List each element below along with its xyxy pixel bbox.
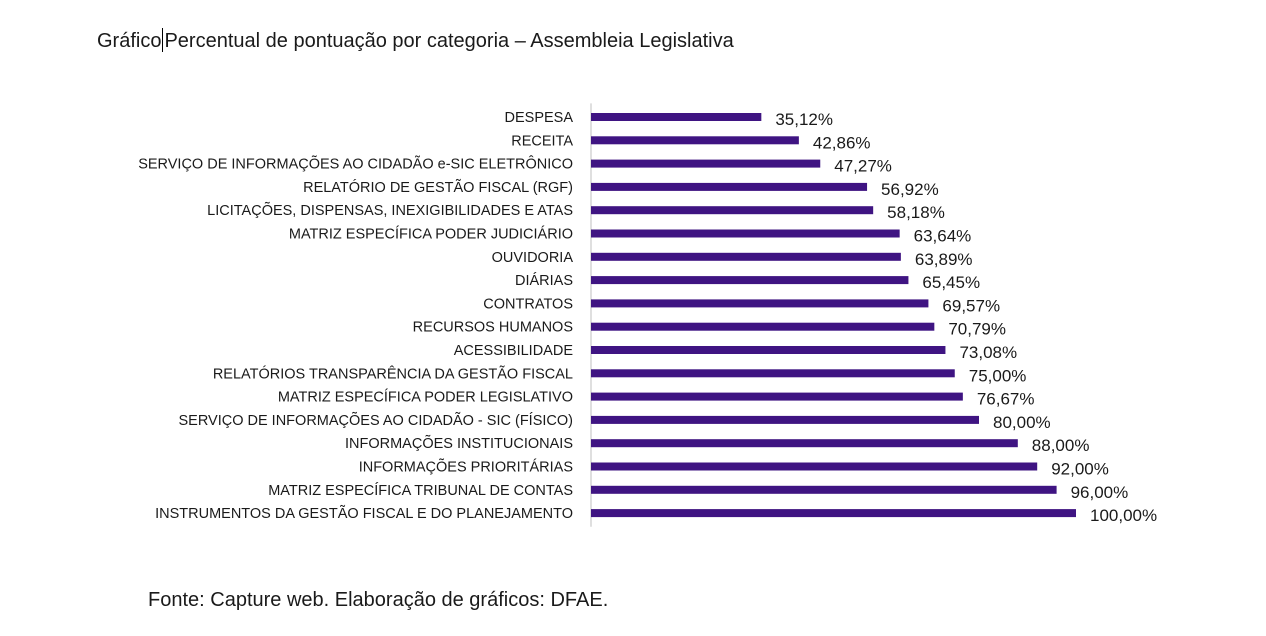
category-label: MATRIZ ESPECÍFICA PODER LEGISLATIVO bbox=[278, 389, 573, 406]
bar bbox=[591, 113, 762, 121]
data-label: 42,86% bbox=[813, 133, 871, 152]
data-label: 96,00% bbox=[1071, 483, 1129, 502]
bar bbox=[591, 299, 929, 308]
data-label: 92,00% bbox=[1051, 460, 1109, 479]
bar bbox=[591, 369, 955, 378]
data-label: 100,00% bbox=[1090, 506, 1157, 525]
bar bbox=[591, 415, 979, 424]
category-label: RELATÓRIOS TRANSPARÊNCIA DA GESTÃO FISCA… bbox=[213, 365, 573, 382]
category-label: DIÁRIAS bbox=[515, 272, 573, 289]
bar bbox=[591, 322, 935, 331]
bar bbox=[591, 182, 868, 191]
category-label: INFORMAÇÕES PRIORITÁRIAS bbox=[359, 459, 573, 476]
category-label: MATRIZ ESPECÍFICA TRIBUNAL DE CONTAS bbox=[268, 482, 573, 499]
category-label: LICITAÇÕES, DISPENSAS, INEXIGIBILIDADES … bbox=[207, 202, 573, 219]
data-label: 63,64% bbox=[914, 227, 972, 246]
data-label: 75,00% bbox=[969, 366, 1027, 385]
data-label: 47,27% bbox=[834, 157, 892, 176]
category-label: RECURSOS HUMANOS bbox=[413, 320, 573, 336]
data-label: 80,00% bbox=[993, 413, 1051, 432]
data-label: 63,89% bbox=[915, 250, 973, 269]
data-label: 76,67% bbox=[977, 390, 1035, 409]
text-cursor bbox=[162, 28, 164, 52]
chart-title-prefix: Gráfico bbox=[97, 30, 162, 52]
data-label: 69,57% bbox=[942, 296, 1000, 315]
bar bbox=[591, 136, 799, 145]
bar bbox=[591, 462, 1038, 471]
chart-title-text: Percentual de pontuação por categoria – … bbox=[164, 30, 734, 52]
source-note: Fonte: Capture web. Elaboração de gráfic… bbox=[148, 589, 609, 611]
category-label: ACESSIBILIDADE bbox=[454, 343, 574, 359]
data-label: 58,18% bbox=[887, 203, 945, 222]
bar bbox=[591, 252, 901, 261]
data-label: 35,12% bbox=[775, 110, 833, 129]
data-label: 73,08% bbox=[959, 343, 1017, 362]
bar bbox=[591, 229, 900, 238]
bar bbox=[591, 509, 1076, 518]
bar bbox=[591, 159, 821, 168]
category-label: SERVIÇO DE INFORMAÇÕES AO CIDADÃO - SIC … bbox=[178, 412, 573, 429]
category-label: DESPESA bbox=[505, 110, 574, 126]
data-label: 70,79% bbox=[948, 320, 1006, 339]
bar bbox=[591, 392, 963, 401]
category-label: CONTRATOS bbox=[483, 296, 573, 312]
data-label: 56,92% bbox=[881, 180, 939, 199]
bar bbox=[591, 346, 946, 354]
data-label: 88,00% bbox=[1032, 436, 1090, 455]
bar bbox=[591, 439, 1018, 448]
bar bbox=[591, 485, 1057, 494]
category-label: OUVIDORIA bbox=[492, 250, 574, 266]
category-label: INSTRUMENTOS DA GESTÃO FISCAL E DO PLANE… bbox=[155, 505, 573, 522]
category-label: RECEITA bbox=[511, 133, 573, 149]
category-label: SERVIÇO DE INFORMAÇÕES AO CIDADÃO e-SIC … bbox=[138, 156, 573, 173]
category-label: INFORMAÇÕES INSTITUCIONAIS bbox=[345, 435, 573, 452]
data-label: 65,45% bbox=[922, 273, 980, 292]
bar bbox=[591, 206, 874, 215]
bar bbox=[591, 276, 909, 285]
category-label: RELATÓRIO DE GESTÃO FISCAL (RGF) bbox=[303, 179, 573, 196]
chart-title: Gráfico Percentual de pontuação por categ… bbox=[97, 28, 734, 53]
category-label: MATRIZ ESPECÍFICA PODER JUDICIÁRIO bbox=[289, 226, 573, 243]
